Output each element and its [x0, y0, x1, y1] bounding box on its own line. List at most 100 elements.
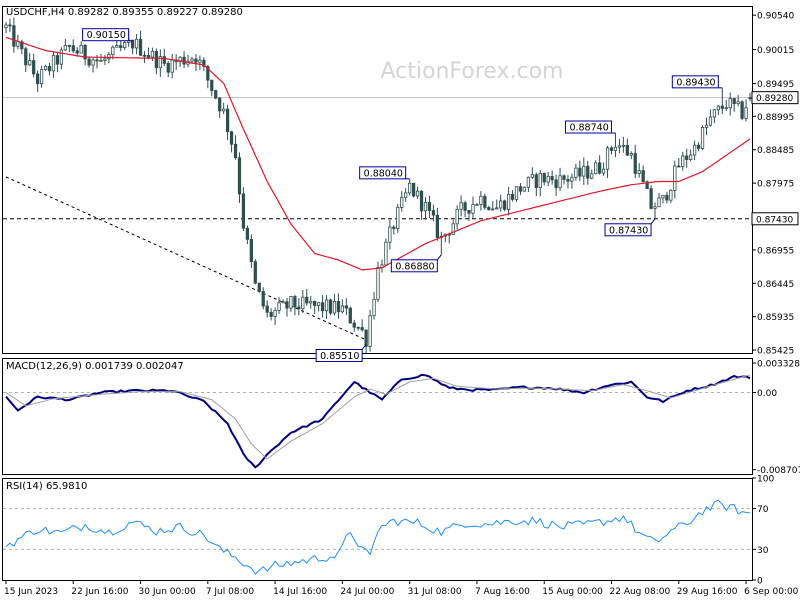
- candle-body: [79, 44, 83, 54]
- candle-body: [506, 194, 511, 210]
- candle-body: [229, 131, 234, 145]
- macd-y-tick-tick-label: 0.00: [757, 389, 777, 399]
- candle-body: [590, 173, 594, 179]
- candle-body: [605, 147, 610, 170]
- rsi-y-tick-tick-label: 100: [757, 475, 774, 485]
- candle-body: [340, 305, 345, 313]
- candle-body: [463, 202, 467, 211]
- x-tick-label: 14 Jul 16:00: [273, 587, 327, 597]
- candle-body: [59, 49, 64, 65]
- candle-body: [692, 144, 697, 156]
- candle-body: [404, 192, 408, 198]
- price-y-tick-tick-label: 0.86955: [757, 246, 794, 256]
- candle-body: [75, 50, 79, 54]
- price-annotation-label: 0.86880: [395, 261, 434, 272]
- candle-body: [28, 60, 32, 66]
- candle-body: [99, 59, 103, 62]
- candle-body: [744, 107, 748, 119]
- candle-body: [716, 105, 720, 111]
- candle-body: [55, 55, 60, 65]
- candle-body: [487, 207, 491, 211]
- candle-body: [427, 202, 432, 211]
- candle-body: [83, 44, 87, 60]
- candle-body: [305, 296, 309, 304]
- candle-body: [724, 107, 728, 110]
- candle-body: [657, 197, 661, 208]
- candle-body: [190, 58, 194, 62]
- candle-body: [522, 186, 527, 192]
- candle-body: [253, 261, 257, 284]
- candle-body: [320, 302, 325, 312]
- candle-body: [269, 311, 273, 317]
- candle-body: [12, 25, 16, 47]
- price-annotation-box: [564, 120, 612, 134]
- candle-body: [578, 167, 582, 177]
- price-annotation-label: 0.90150: [87, 30, 126, 41]
- price-y-tick-tick-label: 0.88485: [757, 146, 794, 156]
- candle-body: [720, 105, 724, 109]
- candle-body: [130, 39, 135, 49]
- candle-body: [265, 305, 269, 313]
- panel-frames: [2, 6, 753, 581]
- candle-body: [87, 58, 91, 66]
- candle-body: [748, 97, 752, 99]
- candle-body: [107, 54, 111, 60]
- candle-body: [301, 296, 305, 310]
- candle-body: [241, 193, 246, 229]
- candle-body: [39, 69, 44, 85]
- price-chart-title: USDCHF,H4 0.89282 0.89355 0.89227 0.8928…: [6, 7, 243, 18]
- candle-body: [309, 300, 313, 304]
- candle-body: [514, 186, 519, 200]
- candle-body: [51, 55, 56, 72]
- candle-body: [459, 202, 463, 210]
- candle-body: [123, 41, 127, 49]
- candle-body: [170, 59, 174, 73]
- panel-frame: [2, 358, 753, 475]
- candle-body: [293, 296, 297, 308]
- candle-body: [202, 59, 206, 67]
- x-tick-label: 22 Aug 08:00: [610, 587, 671, 597]
- candle-body: [162, 56, 166, 64]
- x-tick-label: 31 Jul 08:00: [408, 587, 462, 597]
- candle-body: [700, 127, 705, 149]
- candle-body: [313, 300, 317, 306]
- annotation-leader: [361, 344, 367, 350]
- candle-body: [317, 302, 321, 306]
- candle-body: [530, 174, 534, 178]
- x-tick-label: 7 Jul 08:00: [206, 587, 255, 597]
- candle-body: [368, 315, 372, 347]
- candle-body: [467, 209, 471, 214]
- price-y-tick-tick-label: 0.87975: [757, 180, 794, 190]
- candle-body: [550, 176, 554, 181]
- candle-body: [613, 146, 618, 151]
- candle-body: [641, 170, 645, 183]
- candle-body: [348, 307, 352, 324]
- candle-body: [36, 73, 40, 85]
- support-level-box: [751, 212, 799, 226]
- candle-body: [479, 195, 483, 205]
- candle-body: [669, 190, 673, 201]
- candle-body: [214, 90, 218, 99]
- x-tick-label: 22 Jun 16:00: [71, 587, 128, 597]
- candle-body: [47, 65, 52, 72]
- candle-body: [71, 45, 75, 52]
- candle-body: [689, 154, 693, 160]
- candle-body: [400, 196, 404, 208]
- candle-body: [538, 172, 542, 188]
- candle-body: [8, 24, 12, 27]
- candle-body: [328, 299, 333, 314]
- candle-body: [182, 56, 186, 65]
- x-tick-label: 24 Jul 00:00: [340, 587, 394, 597]
- macd-panel: 0.003328 0.00 -0.008707: [3, 360, 800, 476]
- rsi-y-tick-tick-label: 0: [757, 577, 763, 587]
- candle-body: [574, 167, 578, 178]
- candle-body: [237, 157, 242, 195]
- price-y-tick-tick-label: 0.90015: [757, 46, 794, 56]
- candle-body: [43, 65, 48, 70]
- candle-body: [542, 172, 546, 183]
- candle-body: [475, 204, 479, 206]
- price-y-tick-tick-label: 0.90540: [757, 12, 794, 22]
- price-annotation-label: 0.88040: [364, 168, 403, 179]
- rsi-line: [5, 499, 751, 575]
- price-annotation-box: [82, 28, 130, 42]
